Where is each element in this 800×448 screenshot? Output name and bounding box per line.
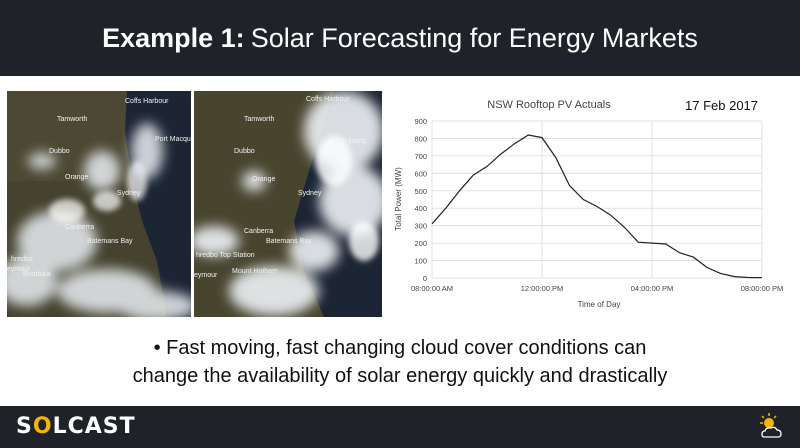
map-label: Tamworth [244, 116, 274, 123]
solcast-logo: SOLCAST [16, 414, 136, 439]
map-label: Coffs Harbour [125, 98, 169, 105]
pv-chart-svg: NSW Rooftop PV Actuals 17 Feb 2017 Total… [394, 98, 784, 309]
x-tick-label: 12:00:00 PM [521, 284, 564, 293]
logo-text-end: LCAST [52, 414, 136, 439]
chart-title: NSW Rooftop PV Actuals [487, 99, 611, 111]
y-tick-label: 900 [414, 117, 427, 126]
bullet-point: • Fast moving, fast changing cloud cover… [60, 334, 740, 390]
map-label: Bombala [23, 271, 51, 278]
slide-title: Solar Forecasting for Energy Markets [250, 22, 698, 53]
satellite-image-left: Coffs Harbour Tamworth Port Macqu Dubbo … [7, 91, 191, 317]
y-tick-label: 400 [414, 204, 427, 213]
pv-chart: NSW Rooftop PV Actuals 17 Feb 2017 Total… [387, 91, 789, 317]
map-label: eymour [7, 266, 31, 273]
chart-date-annotation: 17 Feb 2017 [685, 98, 758, 113]
logo-text-o: O [32, 414, 53, 439]
map-label: Batemans Bay [87, 238, 133, 245]
y-tick-label: 200 [414, 239, 427, 248]
y-tick-label: 600 [414, 169, 427, 178]
chart-series-line [431, 134, 763, 279]
y-tick-label: 0 [423, 274, 427, 283]
map-label: Orange [252, 176, 275, 183]
chart-xlabel: Time of Day [578, 300, 621, 309]
map-label: hredbo [11, 256, 33, 263]
map-label: Mount Hotham [232, 268, 278, 275]
map-label: Canberra [244, 228, 273, 235]
y-tick-label: 800 [414, 134, 427, 143]
x-tick-label: 08:00:00 AM [411, 284, 453, 293]
sun-cloud-icon [760, 413, 782, 438]
bullet-line-1: • Fast moving, fast changing cloud cover… [153, 337, 647, 359]
footer-bar: SOLCAST [0, 406, 800, 448]
y-tick-label: 100 [414, 257, 427, 266]
map-label: Port Macqu [155, 136, 191, 143]
bullet-line-2: change the availability of solar energy … [132, 365, 668, 387]
map-label: Sydney [298, 190, 322, 197]
x-tick-label: 04:00:00 PM [631, 284, 674, 293]
map-label: Sydney [117, 190, 141, 197]
x-tick-label: 08:00:00 PM [741, 284, 784, 293]
map-label: Orange [65, 174, 88, 181]
y-tick-label: 500 [414, 187, 427, 196]
map-label: Tamworth [57, 116, 87, 123]
map-label: Coffs Harbour [306, 96, 350, 103]
map-label: Batemans Bay [266, 238, 312, 245]
satellite-image-right: Coffs Harbour Tamworth Port Macq Dubbo O… [194, 91, 382, 317]
map-label: Port Macq [334, 138, 366, 145]
map-label: Dubbo [234, 148, 255, 155]
chart-ylabel: Total Power (MW) [394, 167, 403, 231]
map-label: Canberra [65, 224, 94, 231]
map-label: hredbo Top Station [196, 252, 255, 259]
map-label: eymour [194, 272, 218, 279]
map-label: Dubbo [49, 148, 70, 155]
logo-text-start: S [16, 414, 33, 439]
y-tick-label: 700 [414, 152, 427, 161]
slide-title-bar: Example 1: Solar Forecasting for Energy … [0, 0, 800, 76]
slide-title-bold: Example 1: [102, 22, 245, 53]
y-tick-label: 300 [414, 222, 427, 231]
